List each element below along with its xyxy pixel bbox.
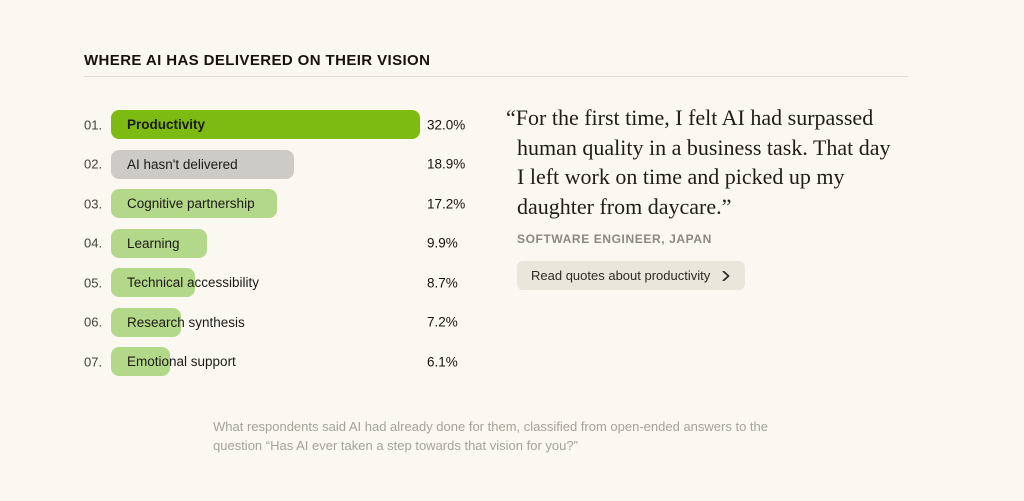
- chart-row: 03. Cognitive partnership 17.2%: [84, 189, 504, 218]
- category-label: Emotional support: [127, 354, 236, 369]
- category-value: 7.2%: [427, 314, 458, 330]
- title-divider: [84, 76, 908, 77]
- category-bar[interactable]: Emotional support: [111, 347, 236, 376]
- category-label: Technical accessibility: [127, 275, 260, 290]
- row-rank: 02.: [84, 156, 103, 172]
- chart-row: 05. Technical accessibility 8.7%: [84, 268, 504, 297]
- category-label: Learning: [127, 235, 180, 251]
- chart-row: 01. Productivity 32.0%: [84, 110, 504, 139]
- chart-row: 07. Emotional support 6.1%: [84, 347, 504, 376]
- read-quotes-button-label: Read quotes about productivity: [531, 268, 711, 283]
- chart-row: 02. AI hasn't delivered 18.9%: [84, 149, 504, 179]
- row-rank: 03.: [84, 196, 103, 211]
- category-label: Cognitive partnership: [127, 196, 255, 211]
- row-rank: 04.: [84, 235, 103, 251]
- category-value: 32.0%: [427, 117, 466, 132]
- category-value: 8.7%: [427, 275, 458, 290]
- category-value: 9.9%: [427, 235, 458, 251]
- quote-text: “For the first time, I felt AI had surpa…: [506, 105, 891, 219]
- category-bar[interactable]: Technical accessibility: [111, 268, 259, 297]
- category-label: Research synthesis: [127, 314, 245, 330]
- category-bar[interactable]: Learning: [111, 228, 207, 258]
- category-bar[interactable]: Research synthesis: [111, 307, 245, 337]
- chart-caption-line2: question “Has AI ever taken a step towar…: [213, 438, 578, 453]
- chart-caption-line1: What respondents said AI had already don…: [213, 419, 768, 434]
- category-bar[interactable]: Cognitive partnership: [111, 189, 277, 218]
- row-rank: 01.: [84, 117, 103, 132]
- category-bar[interactable]: Productivity: [111, 110, 420, 139]
- category-bar[interactable]: AI hasn't delivered: [111, 149, 294, 179]
- row-rank: 05.: [84, 275, 103, 290]
- chevron-right-icon: [721, 270, 731, 281]
- page-title: WHERE AI HAS DELIVERED ON THEIR VISION: [84, 52, 431, 69]
- read-quotes-button[interactable]: Read quotes about productivity: [517, 261, 746, 290]
- quote-attribution: SOFTWARE ENGINEER, JAPAN: [517, 232, 712, 246]
- chart-row: 06. Research synthesis 7.2%: [84, 307, 504, 337]
- category-value: 18.9%: [427, 156, 466, 172]
- chart-caption: What respondents said AI had already don…: [213, 417, 768, 455]
- row-rank: 07.: [84, 354, 103, 369]
- category-label: Productivity: [127, 117, 206, 132]
- category-value: 17.2%: [427, 196, 466, 211]
- category-label: AI hasn't delivered: [127, 156, 238, 172]
- row-rank: 06.: [84, 314, 103, 330]
- category-value: 6.1%: [427, 354, 458, 369]
- chart-row: 04. Learning 9.9%: [84, 228, 504, 258]
